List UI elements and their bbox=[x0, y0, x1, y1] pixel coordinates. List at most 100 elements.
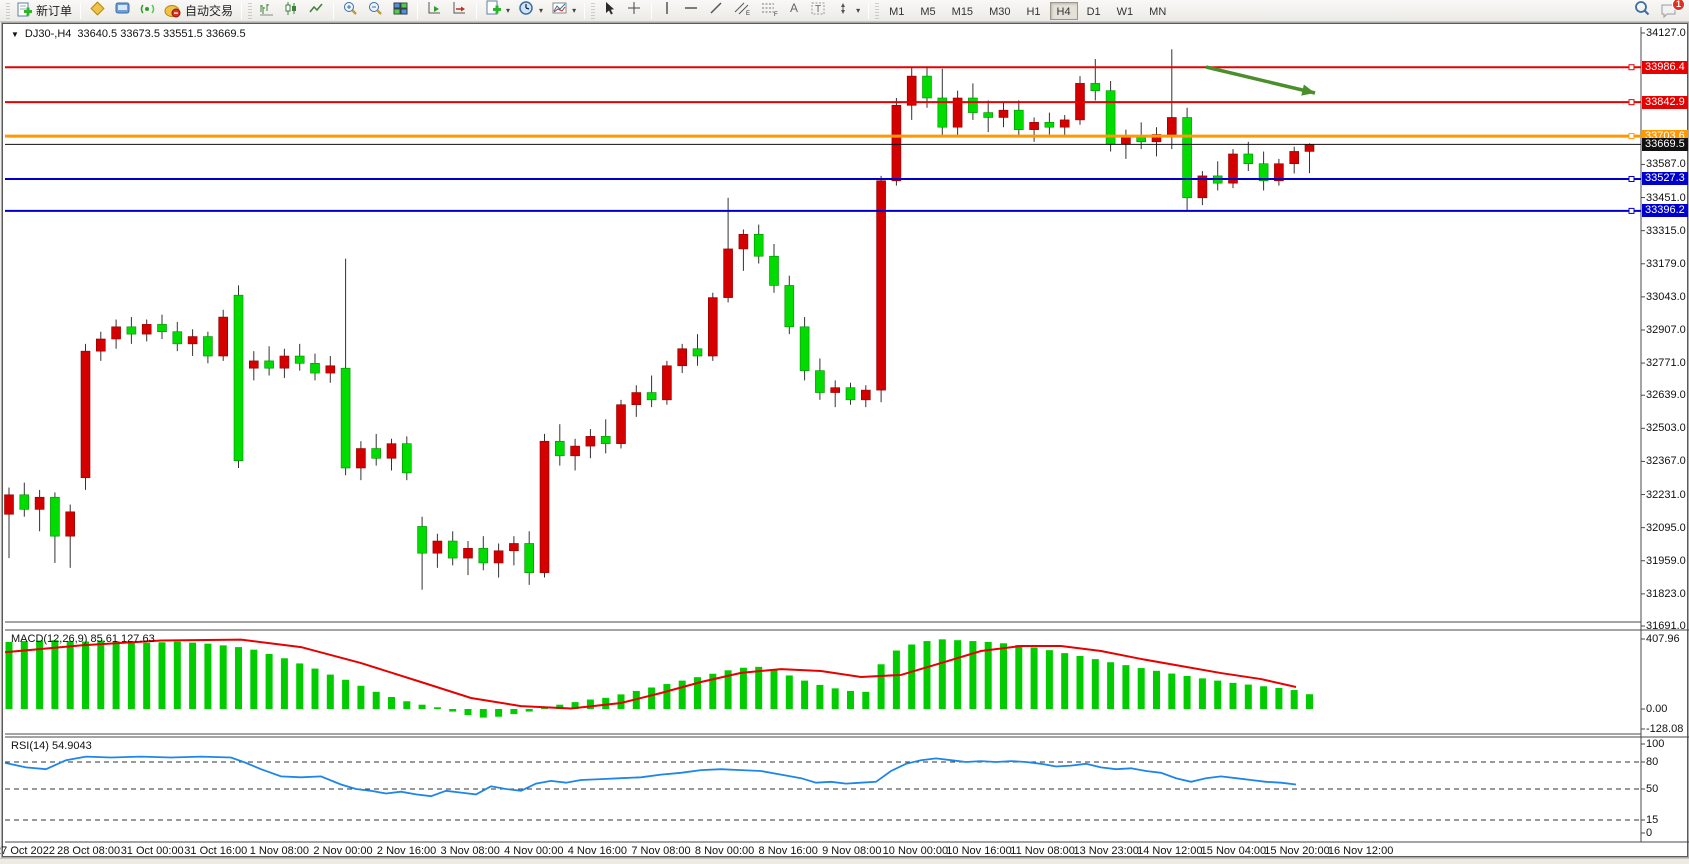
toolbar-grip[interactable] bbox=[591, 2, 596, 19]
price-tick-label: 33043.0 bbox=[1646, 290, 1686, 303]
templates-icon bbox=[551, 0, 568, 22]
timeframe-button-m30[interactable]: M30 bbox=[989, 5, 1011, 18]
notification-badge: 1 bbox=[1672, 0, 1685, 11]
terminal-icon bbox=[114, 0, 131, 22]
price-tag: 33669.5 bbox=[1642, 137, 1688, 151]
chevron-down-icon: ▾ bbox=[539, 6, 544, 15]
periods-button[interactable]: ▾ bbox=[514, 0, 547, 22]
price-tick-label: 31959.0 bbox=[1646, 554, 1686, 567]
terminal-button[interactable] bbox=[110, 1, 135, 21]
equidistant-channel-icon: E bbox=[733, 0, 752, 22]
expand-arrow-icon[interactable]: ▼ bbox=[11, 29, 19, 39]
timeframe-button-m15[interactable]: M15 bbox=[951, 5, 974, 18]
fibonacci-tool-button[interactable]: F bbox=[756, 1, 783, 21]
time-axis-label: 4 Nov 16:00 bbox=[567, 845, 628, 857]
new-chart-button[interactable]: ▾ bbox=[481, 0, 514, 21]
macd-scale-label: 0.00 bbox=[1646, 703, 1668, 715]
timeframe-button-h1[interactable]: H1 bbox=[1026, 5, 1041, 18]
rsi-scale-label: 15 bbox=[1646, 814, 1659, 826]
chart-window[interactable]: ▼ DJ30-,H4 33640.5 33673.5 33551.5 33669… bbox=[0, 23, 1689, 858]
trendline-tool-button[interactable] bbox=[704, 1, 729, 21]
chart-canvas[interactable] bbox=[3, 24, 1689, 858]
new-order-button[interactable]: 新订单 bbox=[12, 1, 76, 21]
toolbar-separator bbox=[333, 2, 335, 19]
timeframe-button-h4[interactable]: H4 bbox=[1049, 1, 1078, 20]
market-watch-icon bbox=[89, 0, 106, 22]
timeframe-button-m5[interactable]: M5 bbox=[920, 5, 936, 18]
price-tick-label: 32771.0 bbox=[1646, 357, 1686, 370]
zoom-in-button[interactable] bbox=[338, 1, 363, 21]
timeframe-button-mn[interactable]: MN bbox=[1149, 5, 1167, 18]
chat-icon[interactable]: 1 bbox=[1659, 0, 1685, 20]
zoom-out-button[interactable] bbox=[363, 1, 388, 21]
svg-text:F: F bbox=[774, 12, 778, 17]
svg-text:A: A bbox=[790, 1, 798, 15]
time-axis-label: 1 Nov 08:00 bbox=[249, 845, 310, 857]
time-axis-label: 2 Nov 00:00 bbox=[313, 845, 373, 857]
chart-symbol-period: DJ30-,H4 bbox=[24, 28, 72, 40]
macd-scale-label: 407.96 bbox=[1646, 633, 1680, 645]
text-label-icon: T bbox=[810, 0, 827, 22]
tile-windows-button[interactable] bbox=[388, 1, 413, 21]
horizontal-line-tool-button[interactable] bbox=[679, 1, 704, 21]
timeframe-button-w1[interactable]: W1 bbox=[1116, 5, 1134, 18]
time-axis-label: 11 Nov 08:00 bbox=[1010, 845, 1075, 857]
toolbar-grip[interactable] bbox=[248, 2, 253, 19]
text-tool-button[interactable]: A bbox=[783, 1, 806, 21]
time-axis-label: 9 Nov 08:00 bbox=[822, 845, 882, 857]
candlestick-chart-icon bbox=[283, 0, 300, 22]
auto-scroll-icon bbox=[426, 0, 443, 22]
time-axis-label: 7 Nov 08:00 bbox=[631, 845, 691, 857]
cursor-tool-button[interactable] bbox=[597, 1, 622, 21]
chevron-down-icon: ▾ bbox=[856, 6, 861, 15]
market-watch-button[interactable] bbox=[85, 0, 110, 22]
toolbar-separator bbox=[80, 2, 82, 19]
signal-button[interactable] bbox=[135, 1, 160, 21]
price-tag: 33842.9 bbox=[1642, 95, 1688, 109]
line-chart-icon bbox=[308, 0, 325, 22]
price-tick-label: 32907.0 bbox=[1646, 323, 1686, 336]
toolbar-grip[interactable] bbox=[875, 2, 880, 19]
cursor-icon bbox=[601, 0, 618, 22]
line-chart-button[interactable] bbox=[304, 1, 329, 21]
chart-shift-icon bbox=[451, 0, 468, 22]
vertical-line-tool-button[interactable] bbox=[656, 1, 679, 21]
vertical-line-icon bbox=[660, 0, 675, 22]
arrows-icon bbox=[835, 0, 852, 22]
templates-button[interactable]: ▾ bbox=[547, 1, 580, 21]
time-axis-label: 31 Oct 16:00 bbox=[184, 845, 248, 857]
text-icon: A bbox=[787, 0, 802, 22]
auto-scroll-button[interactable] bbox=[422, 1, 447, 21]
main-toolbar: 新订单 自动交易 bbox=[0, 0, 1689, 22]
price-tag: 33396.2 bbox=[1642, 204, 1688, 218]
bar-chart-button[interactable] bbox=[254, 1, 279, 21]
fibonacci-icon: F bbox=[760, 0, 779, 22]
time-axis-label: 8 Nov 16:00 bbox=[758, 845, 818, 857]
price-tick-label: 33587.0 bbox=[1646, 158, 1686, 171]
channel-tool-button[interactable]: E bbox=[729, 1, 756, 21]
auto-trading-button[interactable]: 自动交易 bbox=[160, 1, 237, 21]
price-tag: 33527.3 bbox=[1642, 172, 1688, 186]
chevron-down-icon: ▾ bbox=[572, 6, 577, 15]
crosshair-tool-button[interactable] bbox=[622, 1, 647, 21]
timeframe-button-d1[interactable]: D1 bbox=[1086, 5, 1101, 18]
price-tick-label: 32639.0 bbox=[1646, 389, 1686, 402]
candlestick-chart-button[interactable] bbox=[279, 1, 304, 21]
search-icon[interactable] bbox=[1633, 0, 1651, 22]
clock-icon bbox=[518, 0, 535, 22]
time-axis-label: 16 Nov 12:00 bbox=[1327, 845, 1394, 857]
toolbar-grip[interactable] bbox=[6, 2, 10, 19]
text-label-tool-button[interactable]: T bbox=[806, 1, 831, 21]
price-tick-label: 34127.0 bbox=[1646, 27, 1686, 39]
toolbar-separator bbox=[868, 2, 870, 19]
time-axis-label: 28 Oct 08:00 bbox=[57, 845, 121, 857]
timeframe-button-m1[interactable]: M1 bbox=[889, 5, 905, 18]
arrows-tool-button[interactable]: ▾ bbox=[831, 1, 864, 21]
price-tick-label: 32095.0 bbox=[1646, 521, 1686, 534]
chart-shift-button[interactable] bbox=[447, 1, 472, 21]
rsi-indicator-label: RSI(14) 54.9043 bbox=[11, 740, 92, 752]
time-axis-label: 3 Nov 08:00 bbox=[440, 845, 500, 857]
horizontal-line-icon bbox=[683, 0, 700, 22]
time-axis-label: 2 Nov 16:00 bbox=[376, 845, 437, 857]
tile-windows-icon bbox=[392, 0, 409, 22]
